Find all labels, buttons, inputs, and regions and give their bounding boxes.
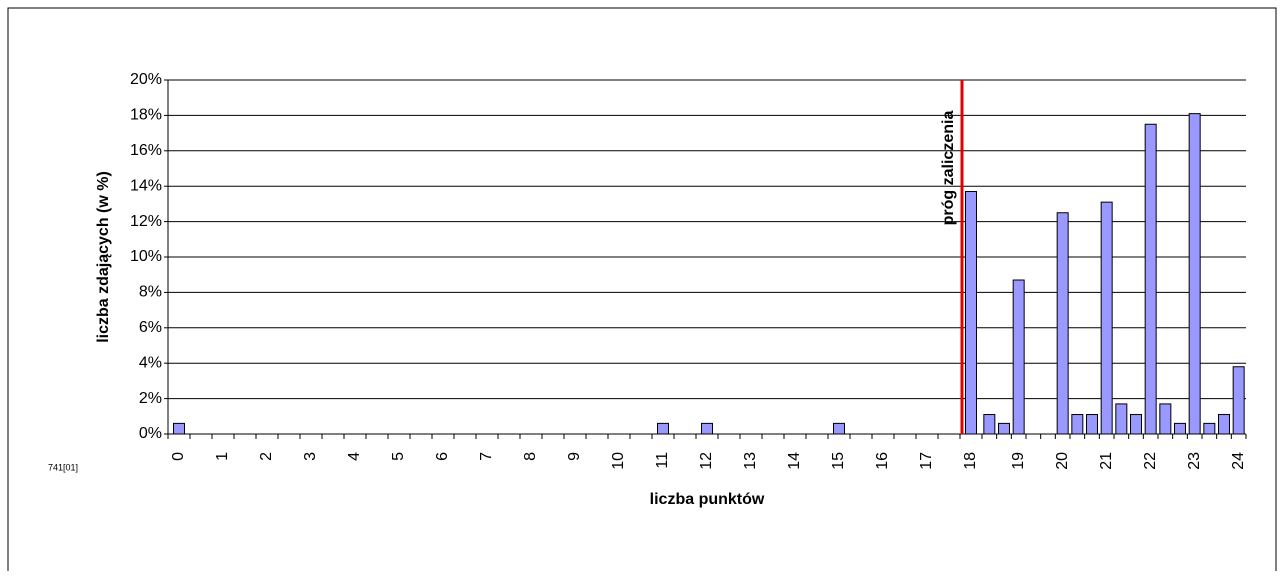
x-tick-label: 4 bbox=[346, 452, 363, 461]
x-tick-label: 21 bbox=[1098, 452, 1115, 470]
bar bbox=[1159, 403, 1172, 435]
y-tick-label: 8% bbox=[139, 284, 162, 301]
x-tick-label: 14 bbox=[786, 452, 803, 470]
bar bbox=[173, 422, 185, 435]
bar bbox=[1130, 414, 1142, 435]
y-tick-label: 12% bbox=[130, 213, 162, 230]
bar bbox=[965, 191, 977, 435]
x-tick-label: 18 bbox=[962, 452, 979, 470]
bar bbox=[1056, 212, 1069, 435]
x-tick-label: 9 bbox=[566, 452, 583, 461]
bar bbox=[998, 422, 1010, 435]
x-tick-label: 22 bbox=[1142, 452, 1159, 470]
y-tick-label: 20% bbox=[130, 71, 162, 88]
x-tick-label: 24 bbox=[1230, 452, 1247, 470]
x-axis-title: liczba punktów bbox=[650, 491, 765, 508]
x-tick-label: 7 bbox=[478, 452, 495, 461]
x-tick-label: 12 bbox=[698, 452, 715, 470]
bar bbox=[1144, 123, 1157, 435]
x-tick-label: 11 bbox=[654, 452, 671, 469]
y-tick-label: 2% bbox=[139, 390, 162, 407]
bar bbox=[1203, 422, 1216, 435]
x-tick-label: 3 bbox=[302, 452, 319, 461]
x-tick-label: 2 bbox=[258, 452, 275, 461]
x-tick-label: 6 bbox=[434, 452, 451, 461]
x-tick-label: 16 bbox=[874, 452, 891, 470]
threshold-label: próg zaliczenia bbox=[940, 111, 957, 226]
bar bbox=[701, 422, 713, 435]
y-tick-label: 14% bbox=[130, 177, 162, 194]
y-tick-label: 4% bbox=[139, 354, 162, 371]
bar bbox=[1071, 414, 1084, 435]
bar bbox=[833, 422, 845, 435]
x-tick-label: 10 bbox=[610, 452, 627, 470]
y-tick-label: 10% bbox=[130, 248, 162, 265]
bar bbox=[1012, 279, 1025, 435]
x-tick-label: 15 bbox=[830, 452, 847, 470]
bar bbox=[1115, 403, 1128, 435]
bar bbox=[1232, 366, 1245, 435]
y-tick-label: 18% bbox=[130, 107, 162, 124]
y-tick-label: 16% bbox=[130, 142, 162, 159]
bar bbox=[1188, 113, 1201, 435]
x-tick-label: 8 bbox=[522, 452, 539, 461]
x-tick-label: 1 bbox=[214, 452, 231, 461]
x-tick-label: 13 bbox=[742, 452, 759, 470]
bar bbox=[983, 414, 996, 435]
note: 741[01] bbox=[48, 462, 78, 472]
x-tick-label: 0 bbox=[170, 452, 187, 461]
bar bbox=[1218, 414, 1230, 435]
bar bbox=[1174, 422, 1186, 435]
y-axis-title: liczba zdających (w %) bbox=[95, 171, 112, 343]
bar bbox=[1100, 201, 1113, 435]
frame bbox=[7, 7, 1277, 576]
bar bbox=[1086, 414, 1098, 435]
x-tick-label: 23 bbox=[1186, 452, 1203, 470]
x-tick-label: 19 bbox=[1010, 452, 1027, 470]
x-tick-label: 17 bbox=[918, 452, 935, 470]
x-tick-label: 5 bbox=[390, 452, 407, 461]
y-tick-label: 6% bbox=[139, 319, 162, 336]
bar bbox=[657, 422, 669, 435]
x-tick-label: 20 bbox=[1054, 452, 1071, 470]
y-tick-label: 0% bbox=[139, 425, 162, 442]
